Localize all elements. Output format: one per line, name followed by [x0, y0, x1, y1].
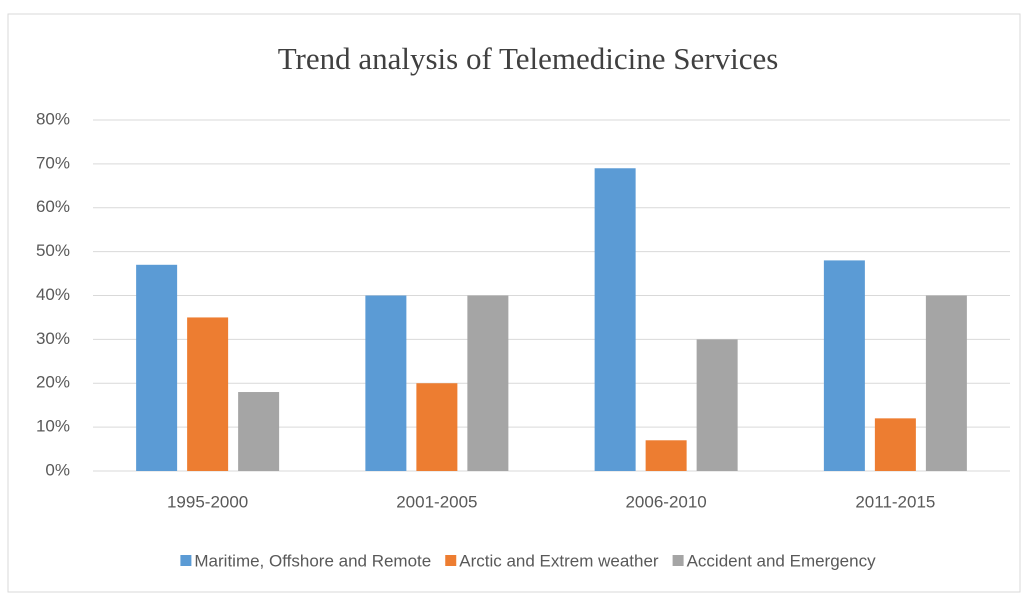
bar — [136, 264, 178, 471]
y-tick-label: 0% — [45, 460, 70, 479]
x-tick-label: 2006-2010 — [625, 492, 706, 511]
y-tick-label: 50% — [36, 241, 70, 260]
x-tick-label: 2001-2005 — [396, 492, 477, 511]
y-tick-label: 30% — [36, 329, 70, 348]
y-tick-label: 20% — [36, 373, 70, 392]
x-tick-label: 1995-2000 — [167, 492, 248, 511]
legend-swatch — [672, 555, 684, 566]
bar — [416, 383, 458, 471]
bar — [696, 339, 738, 471]
chart-title: Trend analysis of Telemedicine Services — [278, 41, 779, 76]
bar — [187, 317, 229, 471]
x-tick-label: 2011-2015 — [855, 492, 935, 511]
bar — [645, 440, 687, 471]
y-tick-label: 60% — [36, 197, 70, 216]
legend-label: Accident and Emergency — [687, 551, 876, 570]
legend-swatch — [445, 555, 457, 566]
bar — [467, 295, 509, 471]
legend-swatch — [180, 555, 192, 566]
bar — [874, 418, 916, 471]
legend-label: Maritime, Offshore and Remote — [194, 551, 431, 570]
y-tick-label: 10% — [36, 417, 70, 436]
bar — [365, 295, 407, 471]
bar — [925, 295, 967, 471]
bar — [594, 168, 636, 471]
y-tick-label: 80% — [36, 109, 70, 128]
bar — [823, 260, 865, 471]
legend-label: Arctic and Extrem weather — [459, 551, 659, 570]
y-tick-label: 40% — [36, 285, 70, 304]
y-tick-label: 70% — [36, 153, 70, 172]
bar — [238, 392, 280, 471]
